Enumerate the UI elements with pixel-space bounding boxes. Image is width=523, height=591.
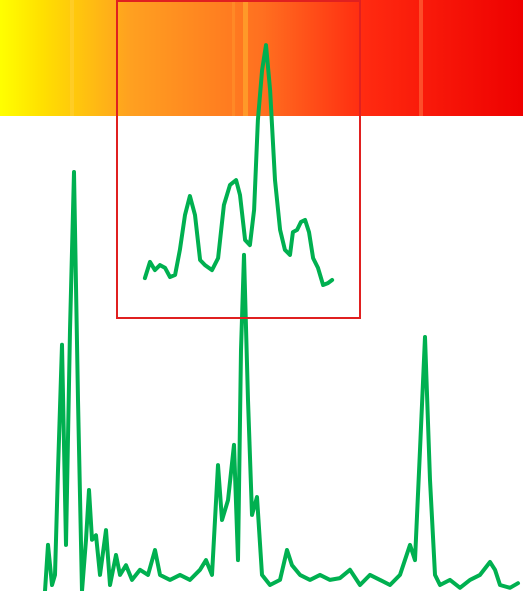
figure bbox=[0, 0, 523, 591]
chart bbox=[0, 0, 523, 591]
